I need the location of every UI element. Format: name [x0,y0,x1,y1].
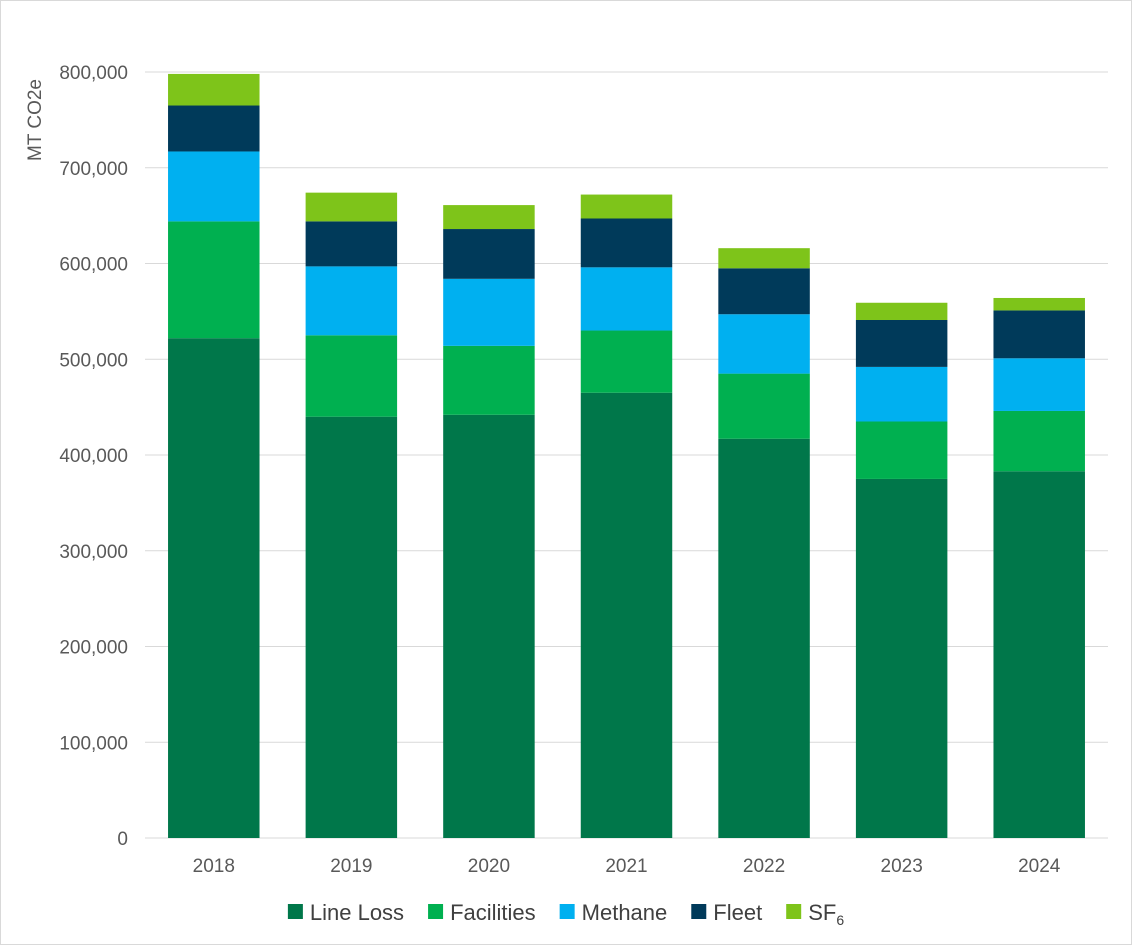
legend-item: SF6 [786,900,844,928]
bar-segment-sf-2020 [443,205,535,230]
legend-swatch [691,904,707,919]
bar-segment-facilities-2018 [168,221,260,339]
y-tick-label: 600,000 [59,255,128,276]
legend-item: Line Loss [287,900,404,925]
x-axis-ticks: 2018 2019 2020 2021 2022 2023 2024 [193,856,1061,877]
y-tick-label: 700,000 [59,159,128,180]
bar-segment-methane-2021 [580,267,673,331]
y-tick-label: 300,000 [59,542,128,563]
legend-swatch [287,904,303,919]
bar-segment-facilities-2022 [718,373,810,439]
y-axis-ticks: 0 100,000 200,000 300,000 400,000 500,000 600,… [59,63,128,850]
bar-segment-methane-2024 [993,358,1085,411]
y-tick-label: 500,000 [59,350,128,371]
y-axis-title: MT CO2e [25,79,46,161]
legend-label: Methane [582,900,668,925]
legend-label: SF6 [808,900,844,928]
bar-segment-methane-2022 [718,314,810,374]
bar-segment-facilities-2019 [305,335,398,417]
bar-segment-fleet-2020 [443,229,535,279]
bar-segment-sf-2022 [718,248,810,269]
legend-label: Line Loss [310,900,404,925]
x-tick-label: 2020 [468,856,510,877]
bars [168,73,1085,838]
legend-item: Facilities [428,900,536,925]
bar-segment-fleet-2018 [168,105,260,152]
legend-swatch [428,904,444,919]
bar-segment-methane-2020 [443,278,535,346]
legend-label: Facilities [450,900,536,925]
legend-swatch [786,904,802,919]
legend: Line Loss Facilities Methane Fleet SF6 [287,900,844,928]
bar-segment-line-loss-2023 [855,478,948,838]
bar-segment-line-loss-2024 [993,471,1085,838]
bar-segment-methane-2019 [305,266,398,336]
bar-segment-fleet-2024 [993,310,1085,359]
bar-segment-fleet-2019 [305,221,398,267]
x-tick-label: 2019 [330,856,372,877]
bar-segment-line-loss-2020 [443,414,535,838]
bar-segment-methane-2023 [855,366,948,422]
y-tick-label: 800,000 [59,63,128,84]
y-tick-label: 400,000 [59,446,128,467]
bar-segment-fleet-2022 [718,268,810,315]
bar-segment-sf-2018 [168,73,260,106]
y-tick-label: 100,000 [59,733,128,754]
bar-segment-facilities-2021 [580,330,673,393]
x-tick-label: 2023 [881,856,923,877]
y-tick-label: 200,000 [59,638,128,659]
bar-segment-methane-2018 [168,151,260,222]
bar-segment-sf-2024 [993,297,1085,311]
legend-item: Methane [559,900,668,925]
legend-swatch [559,904,575,919]
x-tick-label: 2022 [743,856,785,877]
bar-segment-facilities-2024 [993,410,1085,472]
legend-label: Fleet [713,900,762,925]
bar-segment-line-loss-2021 [580,392,673,838]
y-tick-label: 0 [117,829,128,850]
bar-segment-facilities-2020 [443,345,535,415]
bar-segment-facilities-2023 [855,421,948,479]
legend-item: Fleet [691,900,762,925]
bar-segment-sf-2023 [855,302,948,320]
bar-segment-line-loss-2019 [305,416,398,838]
x-tick-label: 2018 [193,856,235,877]
bar-segment-line-loss-2018 [168,338,260,838]
bar-segment-sf-2021 [580,194,673,219]
x-tick-label: 2021 [605,856,647,877]
bar-segment-fleet-2023 [855,319,948,367]
bar-segment-line-loss-2022 [718,438,810,838]
bar-segment-fleet-2021 [580,218,673,268]
x-tick-label: 2024 [1018,856,1061,877]
bar-segment-sf-2019 [305,192,398,222]
